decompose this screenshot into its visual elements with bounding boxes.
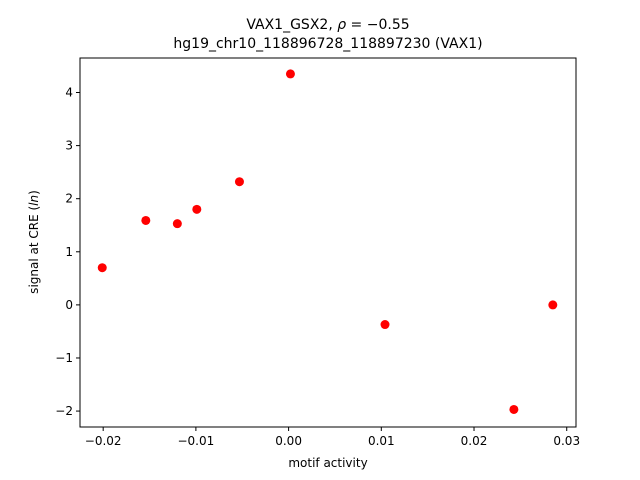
x-tick-label: 0.03 — [553, 434, 580, 448]
y-tick-label: 1 — [65, 245, 73, 259]
y-axis-label: signal at CRE (ln) — [27, 190, 41, 294]
data-point — [509, 404, 519, 414]
chart-title-line-1: VAX1_GSX2, ρ = −0.55 — [246, 17, 409, 33]
x-tick-label: 0.01 — [368, 434, 395, 448]
y-tick-label: 0 — [65, 298, 73, 312]
x-tick-label: −0.01 — [177, 434, 214, 448]
y-tick-label: 4 — [65, 86, 73, 100]
x-axis-label: motif activity — [288, 456, 367, 470]
data-point — [285, 69, 295, 79]
y-tick-label: 2 — [65, 192, 73, 206]
data-point — [192, 204, 202, 214]
plot-frame — [79, 57, 577, 428]
y-tick-label: −2 — [55, 404, 73, 418]
chart-title-line-2: hg19_chr10_118896728_118897230 (VAX1) — [173, 36, 482, 52]
data-point — [548, 300, 558, 310]
x-tick-label: −0.02 — [85, 434, 122, 448]
data-point — [172, 219, 182, 229]
data-point — [97, 263, 107, 273]
y-tick-label: 3 — [65, 139, 73, 153]
x-tick-label: 0.02 — [461, 434, 488, 448]
y-tick-label: −1 — [55, 351, 73, 365]
x-tick-label: 0.00 — [275, 434, 302, 448]
rho-symbol: ρ — [337, 17, 346, 33]
data-point — [141, 215, 151, 225]
data-point — [234, 177, 244, 187]
plot-area: −0.02 −0.01 0.00 0.01 0.02 0.03 −2 −1 0 1 2 3 4 — [55, 57, 580, 448]
data-point — [380, 320, 390, 330]
